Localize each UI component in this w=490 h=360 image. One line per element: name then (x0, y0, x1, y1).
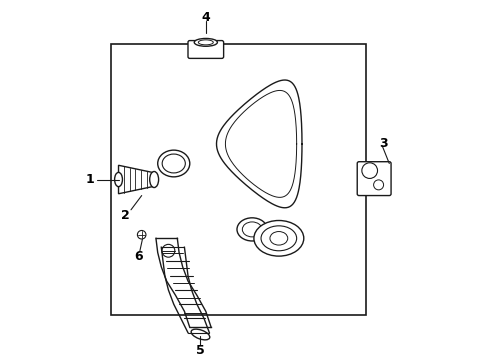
Ellipse shape (158, 150, 190, 177)
Text: 1: 1 (86, 173, 95, 186)
Ellipse shape (237, 218, 267, 241)
Ellipse shape (254, 220, 304, 256)
Text: 3: 3 (380, 138, 388, 150)
Ellipse shape (115, 172, 122, 186)
FancyBboxPatch shape (188, 41, 223, 58)
Circle shape (373, 180, 384, 190)
Text: 6: 6 (134, 249, 143, 262)
Circle shape (162, 244, 175, 257)
Polygon shape (119, 165, 152, 194)
Ellipse shape (270, 231, 288, 245)
Ellipse shape (198, 40, 213, 45)
Text: 5: 5 (196, 344, 205, 357)
Circle shape (137, 230, 146, 239)
FancyBboxPatch shape (111, 44, 366, 315)
FancyBboxPatch shape (357, 162, 391, 195)
Ellipse shape (194, 39, 218, 46)
Ellipse shape (162, 154, 185, 173)
Text: 2: 2 (122, 209, 130, 222)
Text: 4: 4 (201, 11, 210, 24)
Ellipse shape (150, 171, 159, 188)
Circle shape (362, 163, 377, 179)
Ellipse shape (191, 329, 210, 340)
Ellipse shape (261, 226, 296, 251)
Ellipse shape (243, 222, 262, 237)
